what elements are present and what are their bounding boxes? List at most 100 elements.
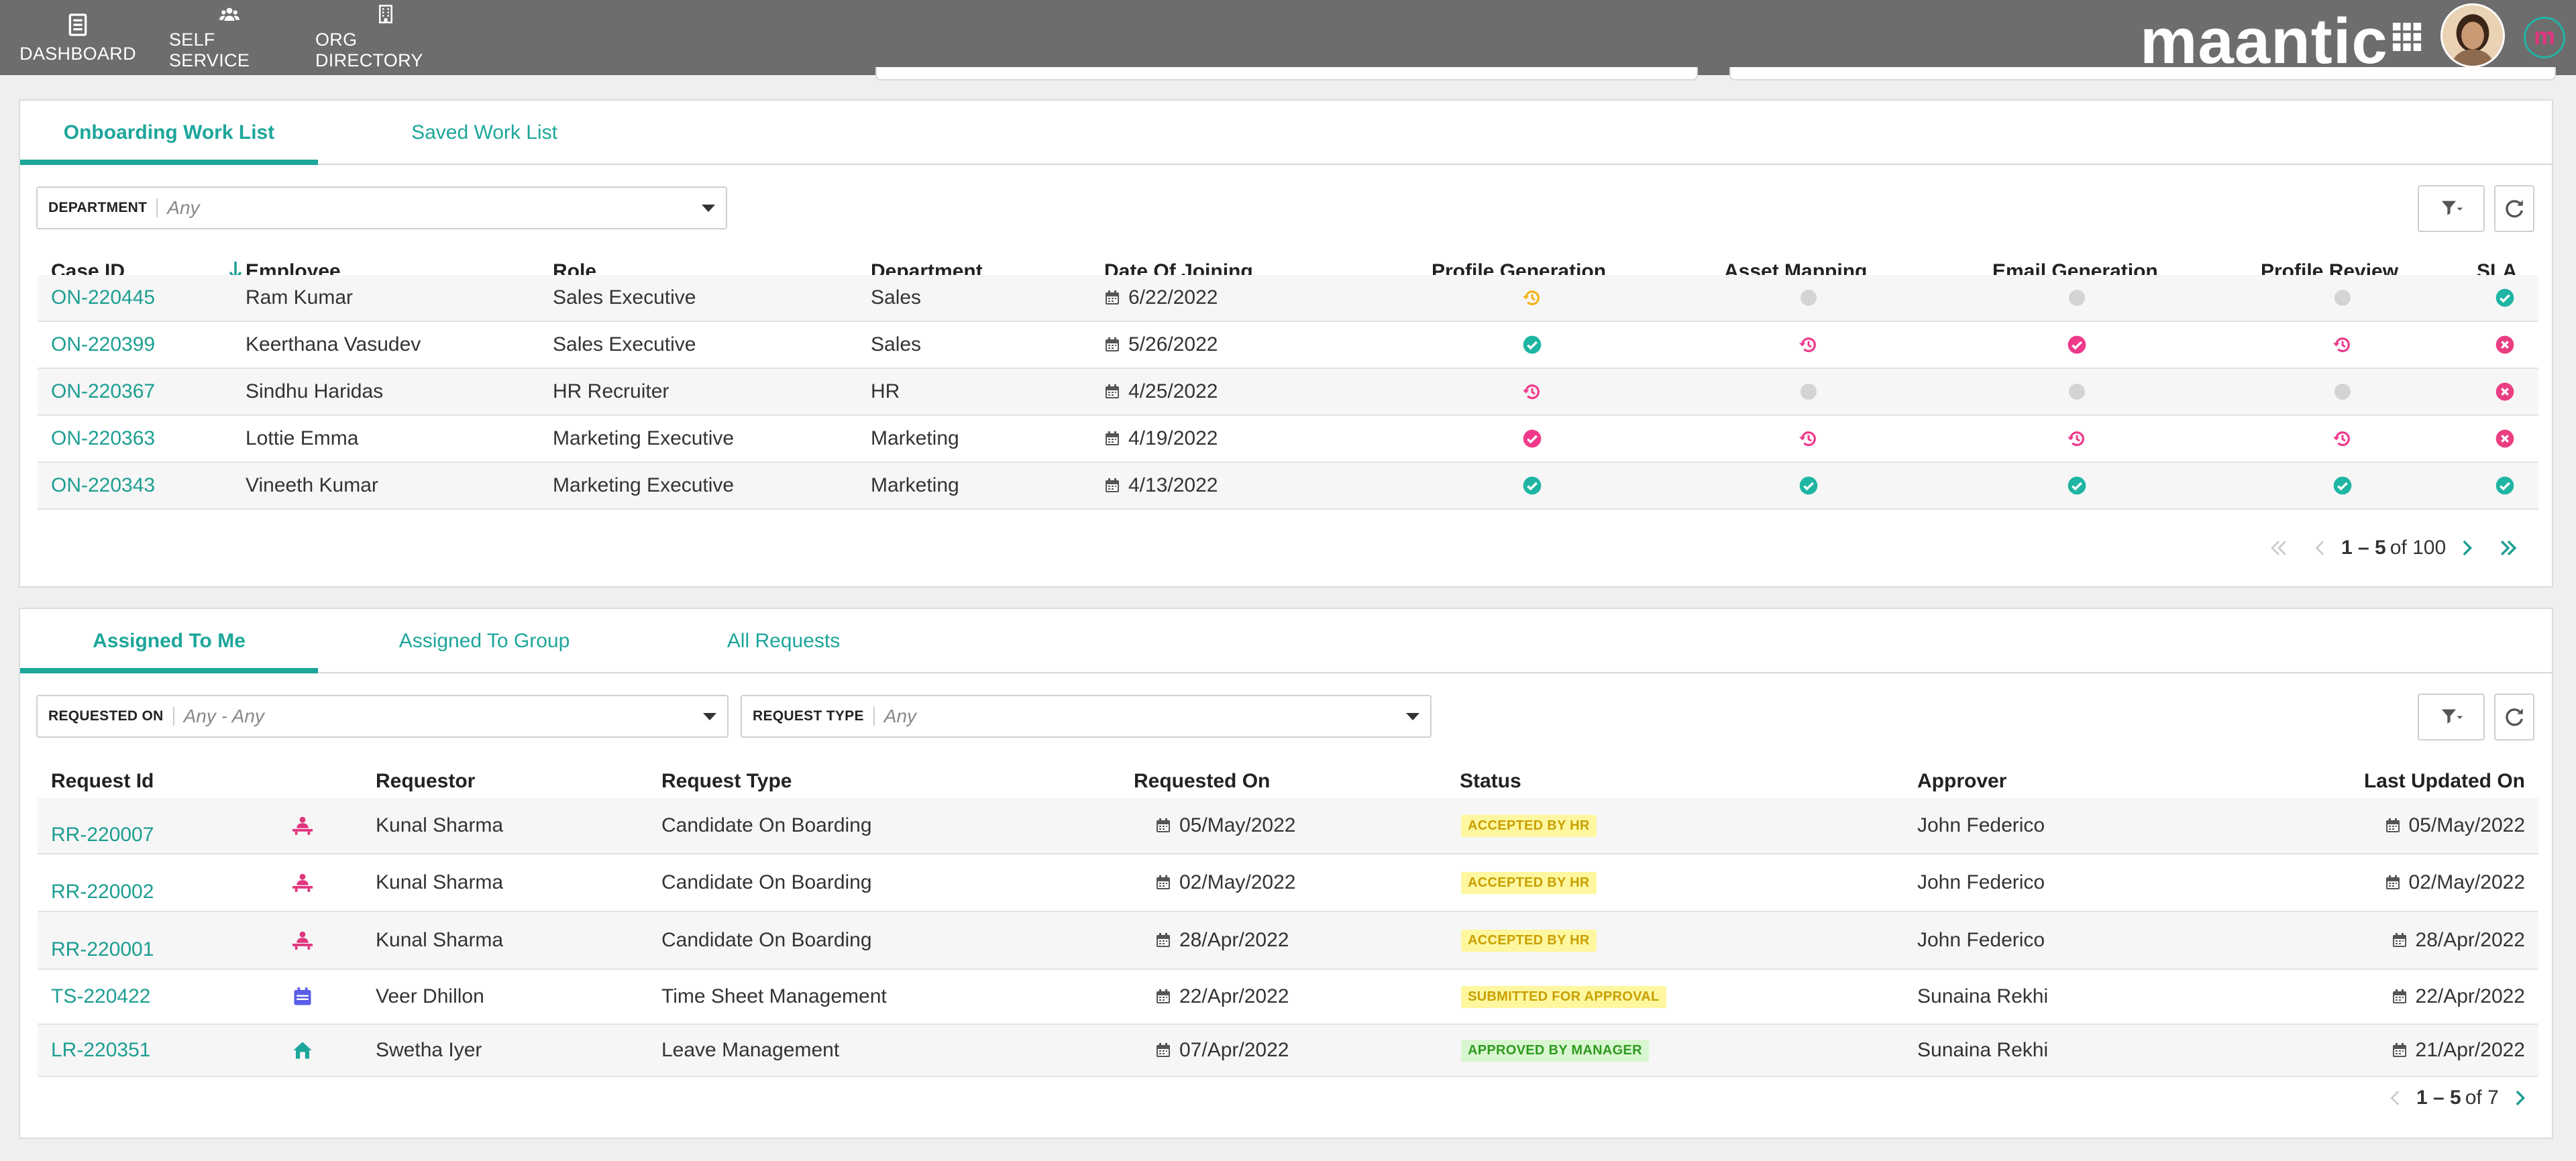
profile-review-status[interactable] <box>2322 369 2363 414</box>
table-row[interactable]: ON-220399 Keerthana Vasudev Sales Executiv… <box>38 322 2538 369</box>
email-generation-status[interactable] <box>2057 322 2097 368</box>
nav-org-directory[interactable]: ORG DIRECTORY <box>315 4 456 71</box>
department-filter[interactable]: DEPARTMENT Any <box>36 186 727 229</box>
date-value: 02/May/2022 <box>1179 871 1296 893</box>
nav-self-service[interactable]: SELF SERVICE <box>169 4 290 71</box>
tab-assigned-to-group[interactable]: Assigned To Group <box>398 630 570 652</box>
prev-page-icon[interactable] <box>2309 537 2332 559</box>
user-avatar[interactable] <box>2440 3 2505 68</box>
table-row[interactable]: ON-220363 Lottie Emma Marketing Executive M… <box>38 416 2538 463</box>
next-page-icon[interactable] <box>2455 537 2478 559</box>
first-page-icon[interactable] <box>2267 537 2290 559</box>
filter-button[interactable] <box>2418 694 2485 740</box>
profile-generation-status[interactable] <box>1512 369 1552 414</box>
sla-status[interactable] <box>2485 322 2525 368</box>
approver: Sunaina Rekhi <box>1917 1039 2049 1061</box>
profile-generation-status[interactable] <box>1512 322 1552 368</box>
date-value: 21/Apr/2022 <box>2415 1039 2525 1061</box>
profile-review-status[interactable] <box>2322 463 2363 508</box>
status-badge: SUBMITTED FOR APPROVAL <box>1461 985 1666 1008</box>
sla-status[interactable] <box>2485 463 2525 508</box>
department: HR <box>871 380 900 402</box>
request-id-link[interactable]: RR-220001 <box>51 938 154 960</box>
profile-generation-status[interactable] <box>1512 463 1552 508</box>
filter-button[interactable] <box>2418 185 2485 232</box>
profile-review-status[interactable] <box>2322 275 2363 321</box>
sla-status[interactable] <box>2485 416 2525 461</box>
email-generation-status[interactable] <box>2057 416 2097 461</box>
table-row[interactable]: ON-220343 Vineeth Kumar Marketing Executiv… <box>38 463 2538 510</box>
col-request-id[interactable]: Request Id <box>51 770 154 792</box>
tab-saved-work-list[interactable]: Saved Work List <box>411 121 557 144</box>
brand-logo[interactable]: maantic <box>2140 5 2388 77</box>
asset-mapping-status[interactable] <box>1788 463 1829 508</box>
col-approver[interactable]: Approver <box>1917 770 2007 792</box>
app-switch-logo[interactable]: m <box>2524 17 2565 58</box>
not-started-icon <box>2334 290 2351 306</box>
prev-page-icon[interactable] <box>2384 1087 2407 1109</box>
asset-mapping-status[interactable] <box>1788 416 1829 461</box>
profile-generation-status[interactable] <box>1512 416 1552 461</box>
last-updated-on: 21/Apr/2022 <box>2392 1025 2525 1076</box>
col-requested-on[interactable]: Requested On <box>1134 770 1271 792</box>
history-icon <box>1523 290 1540 306</box>
refresh-button[interactable] <box>2494 694 2534 740</box>
table-row[interactable]: RR-220001 Kunal Sharma Candidate On Boardi… <box>38 912 2538 970</box>
case-id-link[interactable]: ON-220363 <box>51 427 156 449</box>
case-id-link[interactable]: ON-220445 <box>51 286 156 309</box>
asset-mapping-status[interactable] <box>1788 369 1829 414</box>
profile-generation-status[interactable] <box>1512 275 1552 321</box>
table-row[interactable]: ON-220367 Sindhu Haridas HR Recruiter HR 4/2… <box>38 369 2538 416</box>
check-circle-icon <box>1523 335 1542 354</box>
request-type-filter[interactable]: REQUEST TYPE Any <box>741 695 1432 738</box>
tab-all-requests[interactable]: All Requests <box>727 630 841 652</box>
dashboard-icon <box>68 13 87 36</box>
date-of-joining: 4/19/2022 <box>1104 416 1218 461</box>
sla-status[interactable] <box>2485 369 2525 414</box>
refresh-button[interactable] <box>2494 185 2534 232</box>
case-id-link[interactable]: ON-220399 <box>51 333 156 355</box>
case-id-link[interactable]: ON-220343 <box>51 474 156 496</box>
col-last-updated-on[interactable]: Last Updated On <box>2363 770 2525 792</box>
role: Marketing Executive <box>553 474 735 496</box>
sla-status[interactable] <box>2485 275 2525 321</box>
email-generation-status[interactable] <box>2057 369 2097 414</box>
asset-mapping-status[interactable] <box>1788 322 1829 368</box>
date-value: 28/Apr/2022 <box>1179 929 1289 951</box>
table-row[interactable]: LR-220351 Swetha Iyer Leave Management 07/A… <box>38 1025 2538 1077</box>
next-page-icon[interactable] <box>2508 1087 2531 1109</box>
onboarding-pagination: 1 – 5 of 100 <box>2258 537 2529 559</box>
role: Sales Executive <box>553 333 696 355</box>
requested-on-filter[interactable]: REQUESTED ON Any - Any <box>36 695 729 738</box>
not-started-icon <box>1801 290 1817 306</box>
table-row[interactable]: RR-220007 Kunal Sharma Candidate On Boardi… <box>38 798 2538 854</box>
tab-onboarding-work-list[interactable]: Onboarding Work List <box>20 101 318 165</box>
date-value: 02/May/2022 <box>2408 871 2525 893</box>
table-row[interactable]: ON-220445 Ram Kumar Sales Executive Sales 6/… <box>38 275 2538 322</box>
profile-review-status[interactable] <box>2322 322 2363 368</box>
email-generation-status[interactable] <box>2057 275 2097 321</box>
request-id-link[interactable]: RR-220007 <box>51 824 154 846</box>
request-id-link[interactable]: TS-220422 <box>51 985 151 1007</box>
table-row[interactable]: TS-220422 Veer Dhillon Time Sheet Manageme… <box>38 970 2538 1025</box>
request-id-link[interactable]: RR-220002 <box>51 881 154 903</box>
table-row[interactable]: RR-220002 Kunal Sharma Candidate On Boardi… <box>38 854 2538 912</box>
col-status[interactable]: Status <box>1460 770 1521 792</box>
col-request-type[interactable]: Request Type <box>661 770 792 792</box>
date-value: 22/Apr/2022 <box>1179 985 1289 1007</box>
tab-assigned-to-me[interactable]: Assigned To Me <box>20 609 318 673</box>
col-requestor[interactable]: Requestor <box>376 770 476 792</box>
email-generation-status[interactable] <box>2057 463 2097 508</box>
case-id-link[interactable]: ON-220367 <box>51 380 156 402</box>
last-page-icon[interactable] <box>2497 537 2520 559</box>
asset-mapping-status[interactable] <box>1788 275 1829 321</box>
date-value: 05/May/2022 <box>2408 814 2525 836</box>
apps-grid-icon[interactable] <box>2392 21 2422 52</box>
status-badge: ACCEPTED BY HR <box>1461 871 1597 894</box>
profile-review-status[interactable] <box>2322 416 2363 461</box>
nav-dashboard[interactable]: DASHBOARD <box>19 4 136 71</box>
request-type: Candidate On Boarding <box>661 814 872 836</box>
employee-name: Vineeth Kumar <box>246 474 378 496</box>
requests-tabs: Assigned To Me Assigned To Group All Req… <box>20 609 2552 673</box>
request-id-link[interactable]: LR-220351 <box>51 1039 151 1061</box>
